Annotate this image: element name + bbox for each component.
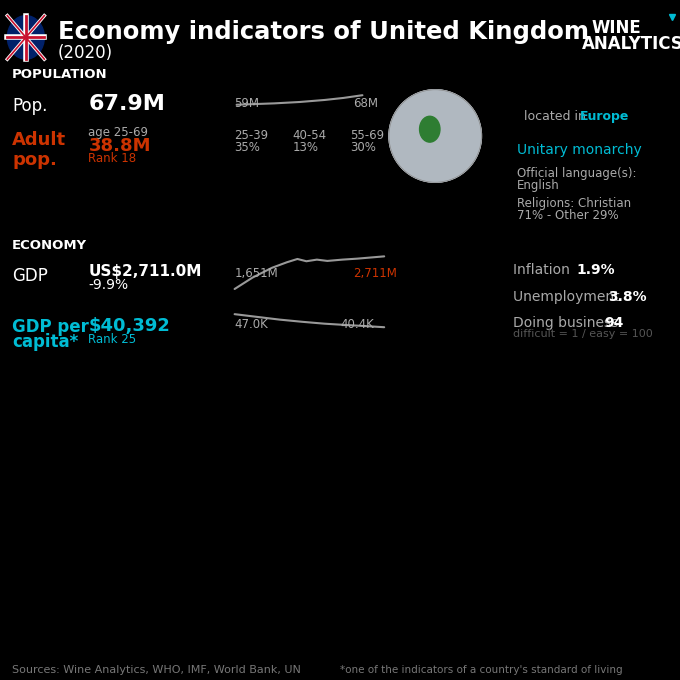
Text: 3.8%: 3.8% — [609, 290, 647, 305]
Circle shape — [389, 90, 481, 182]
Ellipse shape — [7, 16, 44, 59]
Text: -9.9%: -9.9% — [88, 278, 129, 292]
Text: 55-69: 55-69 — [350, 129, 384, 142]
Text: 47.0K: 47.0K — [235, 318, 269, 331]
Text: POPULATION: POPULATION — [12, 68, 108, 81]
Text: (2020): (2020) — [58, 44, 113, 62]
Text: 68M: 68M — [354, 97, 379, 109]
Text: 40.4K: 40.4K — [340, 318, 374, 331]
Text: 71% - Other 29%: 71% - Other 29% — [517, 209, 618, 222]
Text: Sources: Wine Analytics, WHO, IMF, World Bank, UN: Sources: Wine Analytics, WHO, IMF, World… — [12, 665, 301, 675]
Text: difficult = 1 / easy = 100: difficult = 1 / easy = 100 — [513, 329, 653, 339]
Text: 67.9M: 67.9M — [88, 94, 165, 114]
Text: Doing business: Doing business — [513, 316, 623, 330]
Text: 40-54: 40-54 — [292, 129, 326, 142]
Text: ANALYTICS: ANALYTICS — [582, 35, 680, 53]
Text: English: English — [517, 179, 560, 192]
Text: Rank 25: Rank 25 — [88, 333, 137, 346]
Text: 1,651M: 1,651M — [235, 267, 278, 279]
Text: located in: located in — [524, 110, 590, 123]
Text: capita*: capita* — [12, 333, 78, 351]
Circle shape — [389, 90, 481, 182]
Text: Official language(s):: Official language(s): — [517, 167, 636, 180]
Text: 2,711M: 2,711M — [354, 267, 398, 279]
Text: Pop.: Pop. — [12, 97, 48, 114]
Text: Religions: Christian: Religions: Christian — [517, 197, 631, 210]
Text: Unitary monarchy: Unitary monarchy — [517, 143, 641, 157]
Text: 25-39: 25-39 — [235, 129, 269, 142]
Text: Inflation: Inflation — [513, 263, 575, 277]
Text: GDP per: GDP per — [12, 318, 89, 336]
Text: Unemployment: Unemployment — [513, 290, 624, 305]
Text: 30%: 30% — [350, 141, 376, 154]
Text: *one of the indicators of a country's standard of living: *one of the indicators of a country's st… — [340, 665, 623, 675]
Text: 94: 94 — [605, 316, 624, 330]
Text: age 25-69: age 25-69 — [88, 126, 148, 139]
Text: 1.9%: 1.9% — [576, 263, 615, 277]
Text: US$2,711.0M: US$2,711.0M — [88, 264, 202, 279]
Text: Economy indicators of United Kingdom: Economy indicators of United Kingdom — [58, 20, 589, 44]
Text: Adult: Adult — [12, 131, 67, 148]
Text: ECONOMY: ECONOMY — [12, 239, 87, 252]
Text: 38.8M: 38.8M — [88, 137, 151, 155]
Text: pop.: pop. — [12, 151, 57, 169]
Text: 13%: 13% — [292, 141, 318, 154]
Text: 59M: 59M — [235, 97, 260, 109]
Text: GDP: GDP — [12, 267, 48, 285]
Text: Rank 18: Rank 18 — [88, 152, 137, 165]
Text: 35%: 35% — [235, 141, 260, 154]
Text: $40,392: $40,392 — [88, 317, 170, 335]
Text: WINE: WINE — [592, 19, 641, 37]
Text: Europe: Europe — [580, 110, 630, 123]
Ellipse shape — [420, 116, 440, 142]
